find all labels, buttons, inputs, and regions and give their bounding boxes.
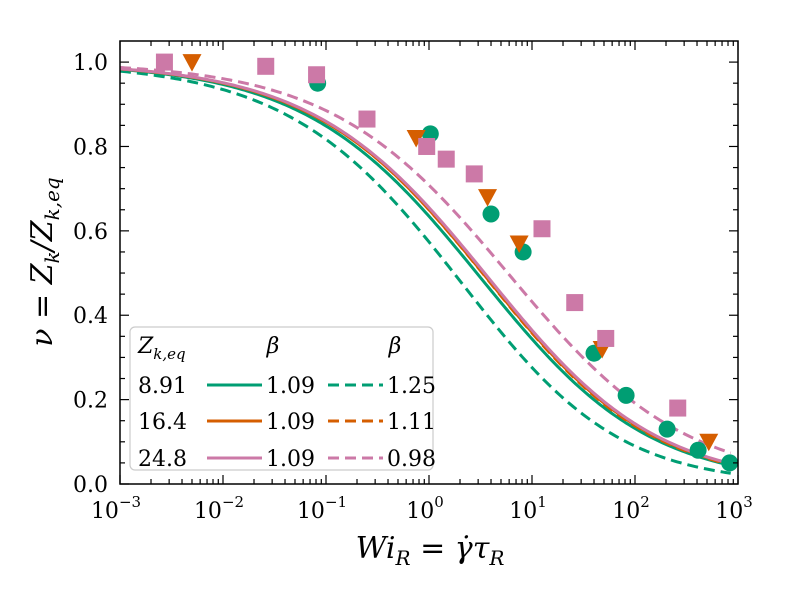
data-point-24-8-6: [465, 165, 483, 183]
fit-curve-8-91-dashed: [119, 69, 731, 475]
x-tick-label: 101: [509, 493, 547, 524]
data-point-16-4-0: [182, 54, 202, 72]
data-point-8-91-7: [689, 441, 707, 459]
legend-beta-dashed: 1.11: [387, 410, 436, 435]
data-point-24-8-7: [533, 220, 551, 238]
x-tick-label: 10−2: [194, 493, 244, 524]
data-point-24-8-5: [437, 150, 455, 168]
legend-beta-dashed: 0.98: [387, 447, 436, 472]
x-tick-label: 10−3: [91, 493, 141, 524]
y-tick-label: 0.4: [73, 304, 108, 329]
y-tick-label: 0.6: [73, 220, 108, 245]
data-points-layer: [155, 53, 739, 472]
data-point-24-8-9: [597, 329, 615, 347]
data-point-24-8-1: [257, 57, 275, 75]
x-tick-label: 100: [406, 493, 444, 524]
legend-header-beta-dashed: β: [388, 334, 402, 359]
data-point-16-4-2: [478, 189, 498, 207]
legend-beta-solid: 1.09: [266, 410, 315, 435]
data-point-24-8-3: [358, 110, 376, 128]
y-axis-label: ν = Zk/Zk,eq: [25, 177, 64, 347]
fit-curve-24-8-solid: [119, 67, 732, 465]
x-tick-label: 10−1: [297, 493, 347, 524]
data-point-16-4-1: [406, 130, 426, 148]
x-tick-label: 103: [715, 493, 753, 524]
data-point-8-91-2: [482, 205, 500, 223]
x-axis-label: WiR = γ̇τR: [356, 531, 505, 570]
y-tick-label: 0.0: [73, 473, 108, 498]
x-tick-label: 102: [612, 493, 650, 524]
data-point-24-8-10: [669, 399, 687, 417]
ticks-layer: 10−3 10−2 10−1 100 101 102 103 0.0 0.2 0.4 0.6 0.8 1…: [73, 41, 753, 524]
data-point-8-91-8: [721, 454, 739, 472]
y-tick-label: 0.8: [73, 135, 108, 160]
data-point-8-91-5: [617, 386, 635, 404]
data-point-8-91-6: [658, 420, 676, 438]
legend-beta-solid: 1.09: [266, 447, 315, 472]
data-point-24-8-0: [155, 53, 173, 71]
data-point-24-8-2: [308, 66, 326, 84]
y-tick-label: 1.0: [73, 51, 108, 76]
legend-header-zk: Zk,eq: [137, 334, 186, 363]
legend-zk-value: 16.4: [138, 410, 187, 435]
legend: Zk,eq β β 8.91 1.09 1.25 16.4 1.09 1.11 24.8 1.09 0…: [129, 326, 436, 472]
legend-beta-dashed: 1.25: [387, 374, 436, 399]
data-point-24-8-4: [418, 137, 436, 155]
legend-header-beta-solid: β: [266, 334, 280, 359]
legend-zk-value: 24.8: [138, 447, 187, 472]
data-point-16-4-5: [699, 433, 719, 452]
legend-beta-solid: 1.09: [266, 374, 315, 399]
y-tick-label: 0.2: [73, 389, 108, 414]
data-point-24-8-8: [566, 294, 584, 312]
data-point-16-4-3: [509, 235, 529, 254]
legend-box: [129, 326, 434, 471]
legend-zk-value: 8.91: [138, 374, 187, 399]
